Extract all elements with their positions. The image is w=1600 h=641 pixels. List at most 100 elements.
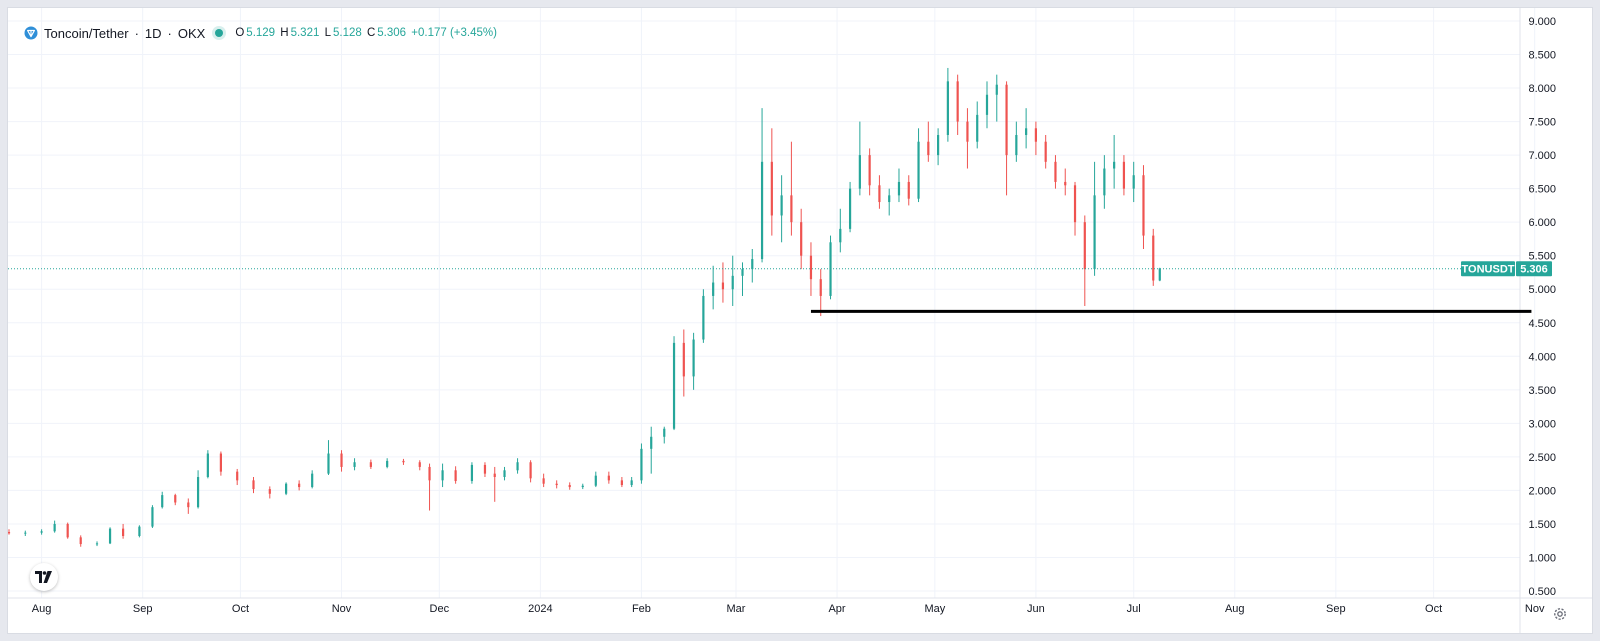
candle-body bbox=[219, 453, 222, 472]
candle bbox=[8, 529, 11, 535]
symbol-name[interactable]: Toncoin/Tether bbox=[44, 25, 129, 41]
candle bbox=[298, 480, 301, 491]
symbol-badge-bg bbox=[1461, 261, 1515, 277]
candle bbox=[24, 530, 27, 537]
candle-body bbox=[353, 462, 356, 467]
candle-body bbox=[138, 526, 141, 537]
candle bbox=[682, 329, 685, 397]
candle bbox=[529, 460, 532, 483]
candle-body bbox=[868, 155, 871, 186]
tradingview-logo-icon[interactable] bbox=[30, 563, 58, 591]
candle-body bbox=[702, 295, 705, 340]
x-tick-label: 2024 bbox=[528, 603, 552, 615]
price-badge: TONUSDT 5.306 bbox=[1461, 261, 1552, 277]
candle bbox=[353, 458, 356, 471]
candle-body bbox=[1005, 84, 1008, 156]
candle-body bbox=[1142, 175, 1145, 236]
candle-body bbox=[418, 462, 421, 467]
candle-body bbox=[682, 342, 685, 377]
open-key: O bbox=[235, 27, 245, 39]
candle-body bbox=[1015, 135, 1018, 156]
candle-body bbox=[503, 470, 506, 477]
candle bbox=[441, 463, 444, 488]
candle bbox=[1093, 161, 1096, 276]
candle-body bbox=[79, 537, 82, 545]
candle-body bbox=[907, 181, 910, 199]
candle-body bbox=[161, 495, 164, 508]
close-value: 5.306 bbox=[377, 27, 407, 39]
candle bbox=[888, 188, 891, 216]
candle-body bbox=[927, 141, 930, 156]
candle-body bbox=[252, 480, 255, 490]
candle bbox=[692, 332, 695, 390]
candle bbox=[1083, 215, 1086, 306]
candle-body bbox=[937, 135, 940, 156]
candle-body bbox=[741, 269, 744, 276]
open-value: 5.129 bbox=[246, 27, 276, 39]
y-tick-label: 4.000 bbox=[1528, 351, 1556, 363]
candle bbox=[493, 466, 496, 502]
candle bbox=[663, 426, 666, 444]
candle bbox=[138, 525, 141, 538]
candle bbox=[809, 242, 813, 296]
candle-body bbox=[1034, 128, 1037, 142]
price-badge-label: 5.306 bbox=[1520, 264, 1548, 276]
candle-body bbox=[1044, 141, 1047, 162]
ohlc-values: O 5.129 H 5.321 L 5.128 C 5.306 +0.177 (+3.4… bbox=[235, 27, 499, 39]
candle-body bbox=[196, 477, 200, 508]
x-tick-label: Sep bbox=[1326, 603, 1346, 615]
candle bbox=[702, 289, 705, 343]
ton-diamond-icon bbox=[24, 26, 38, 40]
interval-label[interactable]: 1D bbox=[144, 25, 162, 41]
candle bbox=[369, 459, 372, 469]
candle bbox=[620, 477, 623, 488]
close-key: C bbox=[366, 27, 376, 39]
candle-body bbox=[95, 543, 99, 545]
candle bbox=[1142, 165, 1145, 249]
candle-body bbox=[542, 478, 545, 484]
candle bbox=[187, 498, 190, 514]
candle bbox=[516, 458, 519, 474]
candle-body bbox=[206, 453, 209, 477]
candle-body bbox=[760, 161, 764, 260]
candle-body bbox=[428, 466, 431, 481]
candle bbox=[858, 121, 861, 196]
candle bbox=[650, 426, 653, 474]
high-key: H bbox=[280, 27, 289, 39]
candle-body bbox=[1132, 175, 1135, 189]
candle bbox=[151, 505, 154, 528]
candle-body bbox=[594, 475, 597, 486]
candle-body bbox=[672, 342, 676, 429]
candle bbox=[878, 175, 881, 209]
candle-body bbox=[848, 188, 852, 229]
y-tick-label: 6.500 bbox=[1528, 184, 1556, 196]
candle-body bbox=[285, 483, 288, 494]
candle-body bbox=[581, 485, 584, 488]
candle-body bbox=[470, 464, 474, 482]
candle bbox=[196, 470, 200, 509]
legend-bar: Toncoin/Tether · 1D · OKX O 5.129 H 5.321 … bbox=[24, 24, 499, 42]
candle bbox=[976, 101, 979, 149]
x-tick-label: Dec bbox=[430, 603, 450, 615]
candle-body bbox=[731, 275, 734, 290]
legend-separator: · bbox=[167, 25, 172, 41]
y-tick-label: 1.500 bbox=[1528, 519, 1556, 531]
candle-body bbox=[1083, 222, 1086, 270]
candle bbox=[311, 470, 314, 489]
candle-body bbox=[1054, 161, 1057, 182]
candle-body bbox=[1158, 268, 1161, 281]
y-tick-label: 8.000 bbox=[1528, 83, 1556, 95]
candle bbox=[770, 128, 773, 236]
candle bbox=[946, 67, 949, 142]
candle-body bbox=[878, 185, 881, 203]
y-tick-label: 5.500 bbox=[1528, 251, 1556, 263]
price-chart[interactable]: 0.500 1.000 1.500 2.000 2.500 3.000 3.500 4.000… bbox=[8, 8, 1592, 633]
gear-icon[interactable] bbox=[1552, 606, 1568, 622]
x-tick-label: Mar bbox=[727, 603, 746, 615]
x-tick-label: Nov bbox=[1525, 603, 1545, 615]
candle bbox=[108, 527, 112, 545]
x-tick-label: Sep bbox=[133, 603, 153, 615]
candle-body bbox=[976, 114, 979, 142]
candle bbox=[800, 208, 803, 270]
low-key: L bbox=[324, 27, 331, 39]
